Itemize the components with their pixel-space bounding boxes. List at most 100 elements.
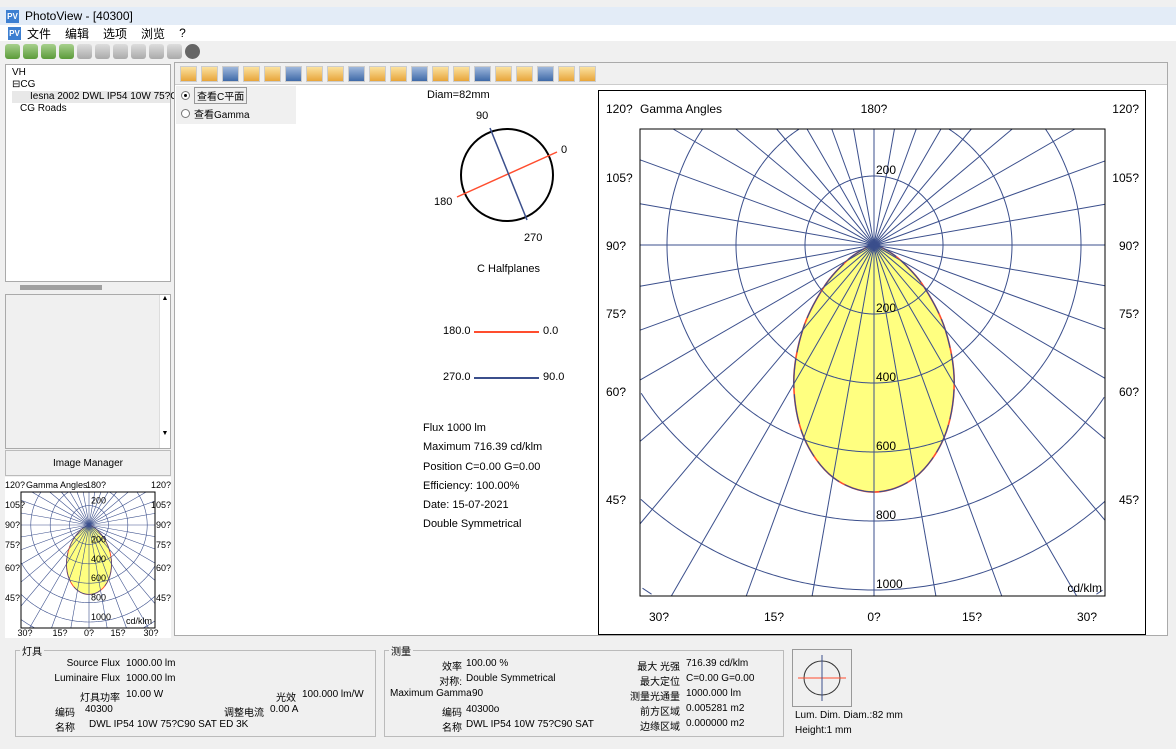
lamp-view-icon[interactable] (348, 66, 365, 82)
legend-c90-right: 90.0 (543, 371, 564, 383)
image-manager-button[interactable]: Image Manager (5, 450, 171, 476)
angle-label-left: 90? (5, 520, 20, 530)
max-intensity-label: 最大 光强 (600, 658, 680, 673)
efficacy-label: 光效 (276, 689, 296, 704)
user-icon[interactable] (23, 44, 38, 59)
efficacy-value: 100.000 lm/W (302, 689, 364, 700)
legend-c0-right: 0.0 (543, 325, 558, 337)
eye-view-icon[interactable] (474, 66, 491, 82)
sym-label: 对称: (390, 673, 462, 688)
radial-tick-label: 1000 (876, 577, 903, 591)
area-view-icon[interactable] (390, 66, 407, 82)
source-flux-value: 1000.00 lm (126, 658, 175, 669)
table-view-icon[interactable] (222, 66, 239, 82)
position-text: Position C=0.00 G=0.00 (423, 458, 542, 477)
isolux-view-icon[interactable] (264, 66, 281, 82)
open-user-icon[interactable] (5, 44, 20, 59)
diagram-view-icon[interactable] (306, 66, 323, 82)
tree-item-vh[interactable]: VH (12, 67, 170, 79)
user-add-icon[interactable] (41, 44, 56, 59)
radial-tick-label: 400 (876, 370, 896, 384)
m-code-label: 编码 (390, 704, 462, 719)
angle-label-bottom: 30? (649, 610, 669, 624)
angle-label-bottom: 15? (764, 610, 784, 624)
date-text: Date: 15-07-2021 (423, 496, 542, 515)
view-toolbar (175, 63, 1167, 85)
image-list (5, 294, 171, 449)
app-menu-icon[interactable]: PV (8, 27, 21, 40)
tree-item-iesna[interactable]: Iesna 2002 DWL IP54 10W 75?C90 (12, 91, 170, 103)
window-title: PhotoView - [40300] (25, 9, 133, 23)
menu-options[interactable]: 选项 (103, 25, 127, 42)
export-jpg2-icon[interactable] (149, 44, 164, 59)
tree-item-cg-roads[interactable]: CG Roads (12, 103, 170, 115)
c-halfplanes-diagram: 90 0 180 270 (420, 105, 580, 245)
histogram-view-icon[interactable] (201, 66, 218, 82)
radial-tick-label: 200 (876, 301, 896, 315)
radial-tick-label: 800 (876, 508, 896, 522)
label-270: 270 (524, 232, 542, 244)
cone2-view-icon[interactable] (369, 66, 386, 82)
angle-label-right: 120? (151, 480, 171, 490)
grid-view-icon[interactable] (537, 66, 554, 82)
arc-view-icon[interactable] (516, 66, 533, 82)
max-position-value: C=0.00 G=0.00 (686, 673, 754, 684)
luminaire-flux-value: 1000.00 lm (126, 673, 175, 684)
edge-area-value: 0.000000 m2 (686, 718, 744, 729)
menu-help[interactable]: ? (179, 26, 186, 40)
export-txt2-icon[interactable] (167, 44, 182, 59)
angle-label-left: 120? (5, 480, 25, 490)
max-gamma-value: 90 (472, 688, 483, 699)
ugr-view-icon[interactable] (285, 66, 302, 82)
radio-c-planes[interactable]: 查看C平面 (176, 86, 296, 104)
measured-flux-label: 测量光通量 (600, 688, 680, 703)
radial-tick-label: 600 (91, 573, 106, 583)
angle-label-left: 75? (5, 540, 20, 550)
menu-bar: PV 文件编辑选项浏览? (0, 25, 1176, 41)
m-name-value: DWL IP54 10W 75?C90 SAT (466, 719, 594, 730)
code-value: 40300 (85, 704, 113, 715)
stop-icon[interactable] (185, 44, 200, 59)
target-view-icon[interactable] (432, 66, 449, 82)
cee-view-icon[interactable] (411, 66, 428, 82)
road-view-icon[interactable] (495, 66, 512, 82)
unit-label: cd/klm (1067, 581, 1102, 595)
label-90: 90 (476, 110, 488, 122)
lum-dim-diameter: Lum. Dim. Diam.:82 mm (795, 710, 903, 721)
angle-label-right: 120? (1112, 102, 1139, 116)
export-txt-icon[interactable] (95, 44, 110, 59)
angle-label-top: 180? (86, 480, 106, 490)
angle-label-bottom: 30? (143, 628, 158, 638)
menu-edit[interactable]: 编辑 (65, 25, 89, 42)
bars-view-icon[interactable] (327, 66, 344, 82)
current-value: 0.00 A (270, 704, 298, 715)
export-dxf-icon[interactable] (113, 44, 128, 59)
export-eps-icon[interactable] (131, 44, 146, 59)
cone-view-icon[interactable] (243, 66, 260, 82)
radio-gamma[interactable]: 查看Gamma (176, 104, 296, 122)
image-list-scrollbar[interactable]: ▲▼ (159, 295, 170, 448)
chart-title: Gamma Angles (640, 102, 722, 116)
edit-view-icon[interactable] (180, 66, 197, 82)
angle-label-left: 45? (606, 493, 626, 507)
legend-c0-line (474, 331, 539, 333)
halfplanes-title: C Halfplanes (477, 263, 540, 275)
tree-scroll-thumb[interactable] (20, 285, 102, 290)
angle-label-bottom: 30? (1077, 610, 1097, 624)
radial-tick-label: 200 (91, 534, 106, 544)
menu-file[interactable]: 文件 (27, 25, 51, 42)
user-edit-icon[interactable] (59, 44, 74, 59)
dome-view-icon[interactable] (453, 66, 470, 82)
unit-label: cd/klm (126, 616, 152, 626)
radial-tick-label: 400 (91, 554, 106, 564)
export-jpg-icon[interactable] (77, 44, 92, 59)
max-gamma-label: Maximum Gamma (390, 688, 472, 699)
source-flux-label: Source Flux (20, 658, 120, 669)
matrix-view-icon[interactable] (558, 66, 575, 82)
thumbnail-chart[interactable]: 2004006008001000200cd/klmGamma Angles180… (5, 477, 171, 639)
tree-item-cg[interactable]: ⊟CG (12, 79, 170, 91)
lum-dim-height: Height:1 mm (795, 725, 852, 736)
c-shape-view-icon[interactable] (579, 66, 596, 82)
menu-browse[interactable]: 浏览 (141, 25, 165, 42)
main-toolbar (5, 42, 200, 60)
